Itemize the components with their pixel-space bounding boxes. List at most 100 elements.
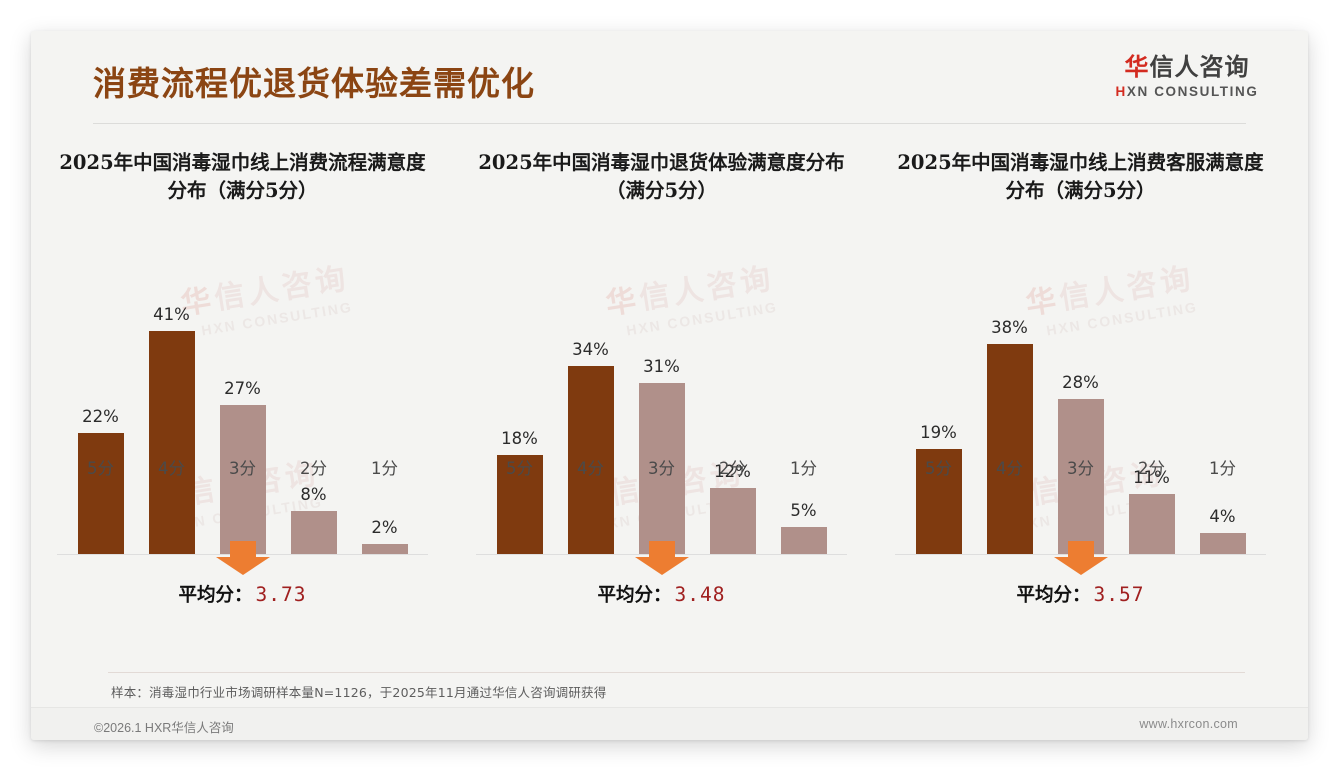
x-tick-label: 1分 (1209, 459, 1236, 478)
bar-column[interactable]: 18% (487, 305, 553, 555)
chart-plot-area: 22% 41% 27% 8% (43, 255, 442, 555)
bar[interactable] (638, 383, 685, 555)
x-tick-label: 1分 (371, 459, 398, 478)
bar-column[interactable]: 41% (139, 305, 205, 555)
average-score-value: 3.48 (674, 583, 726, 606)
bar-value-label: 34% (572, 340, 609, 359)
x-axis-tick-labels: 5分 4分 3分 2分 1分 (65, 455, 420, 479)
bar-value-label: 19% (920, 423, 957, 442)
x-tick-label: 2分 (300, 459, 327, 478)
logo-chinese-text: 华信人咨询 (1124, 53, 1250, 81)
bar-column[interactable]: 27% (210, 305, 276, 555)
bar-value-label: 31% (643, 357, 680, 376)
bar-value-label: 27% (224, 379, 261, 398)
bar-column[interactable]: 22% (68, 305, 134, 555)
average-score: 平均分： 3.48 (462, 581, 861, 607)
x-axis-tick-labels: 5分 4分 3分 2分 1分 (484, 455, 839, 479)
x-tick-label: 4分 (577, 459, 604, 478)
bar-value-label: 41% (153, 305, 190, 324)
average-score-label: 平均分： (178, 585, 253, 606)
bar-column[interactable]: 34% (558, 305, 624, 555)
bar-value-label: 22% (82, 407, 119, 426)
x-tick-label: 2分 (719, 459, 746, 478)
bar-value-label: 28% (1062, 373, 1099, 392)
x-tick-label: 3分 (648, 459, 675, 478)
x-tick-label: 4分 (158, 459, 185, 478)
bar-column[interactable]: 2% (352, 305, 418, 555)
bar-value-label: 4% (1209, 507, 1236, 526)
down-arrow-wrap (43, 541, 442, 575)
bar[interactable] (77, 433, 124, 555)
bar[interactable] (496, 455, 543, 555)
bar-group: 19% 38% 28% 11% (903, 305, 1258, 555)
x-axis-tick-labels: 5分 4分 3分 2分 1分 (903, 455, 1258, 479)
slide-footer: ©2026.1 HXR华信人咨询 www.hxrcon.com (31, 708, 1308, 740)
bar-value-label: 2% (371, 518, 398, 537)
slide-canvas: 华信人咨询 HXN CONSULTING 华信人咨询 HXN CONSULTIN… (31, 31, 1308, 740)
x-tick-label: 1分 (790, 459, 817, 478)
bar[interactable] (915, 449, 962, 555)
x-tick-label: 5分 (87, 459, 114, 478)
bar-value-label: 8% (300, 485, 327, 504)
chart-title: 2025年中国消毒湿巾线上消费客服满意度分布（满分5分） (897, 151, 1264, 202)
bar-column[interactable]: 28% (1048, 305, 1114, 555)
bar-group: 18% 34% 31% 12% (484, 305, 839, 555)
x-tick-label: 3分 (1067, 459, 1094, 478)
bar[interactable] (1128, 494, 1175, 555)
page-title: 消费流程优退货体验差需优化 (93, 64, 535, 103)
chart-plot-area: 18% 34% 31% 12% (462, 255, 861, 555)
bar[interactable] (361, 544, 408, 555)
footnote-divider (108, 672, 1245, 673)
logo-english-text: HXN CONSULTING (1115, 84, 1259, 99)
down-arrow-icon (1053, 541, 1108, 575)
down-arrow-wrap (881, 541, 1280, 575)
average-score-value: 3.57 (1093, 583, 1145, 606)
bar-column[interactable]: 11% (1119, 305, 1185, 555)
average-score: 平均分： 3.73 (43, 581, 442, 607)
average-score-value: 3.73 (255, 583, 307, 606)
brand-logo: 华信人咨询 HXN CONSULTING (1103, 55, 1271, 99)
bar-column[interactable]: 5% (771, 305, 837, 555)
charts-row: 2025年中国消毒湿巾线上消费流程满意度分布（满分5分） 22% 41% 27% (31, 149, 1308, 606)
bar[interactable] (780, 527, 827, 555)
x-tick-label: 4分 (996, 459, 1023, 478)
bar[interactable] (1199, 533, 1246, 555)
bar-column[interactable]: 38% (977, 305, 1043, 555)
bar-column[interactable]: 19% (906, 305, 972, 555)
bar[interactable] (290, 511, 337, 555)
x-tick-label: 2分 (1138, 459, 1165, 478)
bar-value-label: 18% (501, 429, 538, 448)
bar[interactable] (986, 344, 1033, 555)
x-tick-label: 5分 (506, 459, 533, 478)
bar[interactable] (567, 366, 614, 555)
average-score-label: 平均分： (597, 585, 672, 606)
chart-panel-customer-service: 2025年中国消毒湿巾线上消费客服满意度分布（满分5分） 19% 38% 28% (881, 149, 1280, 606)
bar-value-label: 5% (790, 501, 817, 520)
bar-column[interactable]: 12% (700, 305, 766, 555)
website-url[interactable]: www.hxrcon.com (1139, 717, 1238, 731)
down-arrow-icon (215, 541, 270, 575)
bar[interactable] (219, 405, 266, 555)
average-score-label: 平均分： (1016, 585, 1091, 606)
copyright-text: ©2026.1 HXR华信人咨询 (94, 721, 234, 735)
bar-value-label: 12% (714, 462, 751, 481)
bar[interactable] (709, 488, 756, 555)
bar[interactable] (1057, 399, 1104, 555)
sample-footnote: 样本：消毒湿巾行业市场调研样本量N=1126，于2025年11月通过华信人咨询调… (111, 685, 607, 700)
footer-divider (31, 707, 1308, 708)
down-arrow-icon (634, 541, 689, 575)
chart-title: 2025年中国消毒湿巾退货体验满意度分布（满分5分） (478, 151, 845, 202)
chart-panel-return-experience: 2025年中国消毒湿巾退货体验满意度分布（满分5分） 18% 34% 31% (462, 149, 861, 606)
bar-column[interactable]: 8% (281, 305, 347, 555)
bar-value-label: 11% (1133, 468, 1170, 487)
bar-column[interactable]: 4% (1190, 305, 1256, 555)
header-divider (93, 123, 1246, 124)
chart-title: 2025年中国消毒湿巾线上消费流程满意度分布（满分5分） (59, 151, 426, 202)
x-tick-label: 3分 (229, 459, 256, 478)
down-arrow-wrap (462, 541, 861, 575)
bar-value-label: 38% (991, 318, 1028, 337)
chart-plot-area: 19% 38% 28% 11% (881, 255, 1280, 555)
average-score: 平均分： 3.57 (881, 581, 1280, 607)
bar-column[interactable]: 31% (629, 305, 695, 555)
bar[interactable] (148, 331, 195, 555)
